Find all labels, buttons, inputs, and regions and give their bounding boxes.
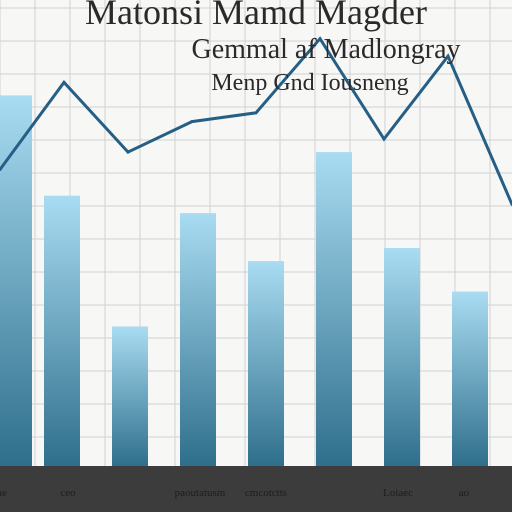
x-tick-label: cmcotctts xyxy=(245,487,287,499)
x-tick-labels: ae ceo paoutatusm cmcotctts Loiaec ao xyxy=(0,487,470,499)
x-axis-band xyxy=(0,466,512,512)
bar xyxy=(44,195,80,466)
bar xyxy=(248,261,284,466)
x-tick-label: paoutatusm xyxy=(175,487,226,499)
chart-subtitle-2: Menp Gnd Iousneng xyxy=(211,70,408,96)
line-point xyxy=(254,111,258,115)
line-point xyxy=(382,137,386,141)
x-tick-label: ceo xyxy=(60,487,76,499)
x-tick-label: ae xyxy=(0,487,7,499)
chart-title: Matonsi Mamd Magder xyxy=(85,0,427,32)
line-series xyxy=(0,36,512,206)
bar xyxy=(180,213,216,466)
x-tick-label: ao xyxy=(459,487,470,499)
bar xyxy=(384,248,420,466)
bar xyxy=(316,152,352,466)
line-point xyxy=(126,150,130,154)
line-point xyxy=(446,54,450,58)
line-point xyxy=(190,120,194,124)
line-point xyxy=(62,80,66,84)
line-point xyxy=(318,37,322,41)
bar xyxy=(452,291,488,466)
bar-series xyxy=(0,95,488,467)
line-point xyxy=(0,168,2,172)
bar xyxy=(0,95,32,467)
x-tick-label: Loiaec xyxy=(383,487,413,499)
chart-subtitle: Gemmal af Madlongray xyxy=(191,34,460,65)
bar xyxy=(112,326,148,466)
